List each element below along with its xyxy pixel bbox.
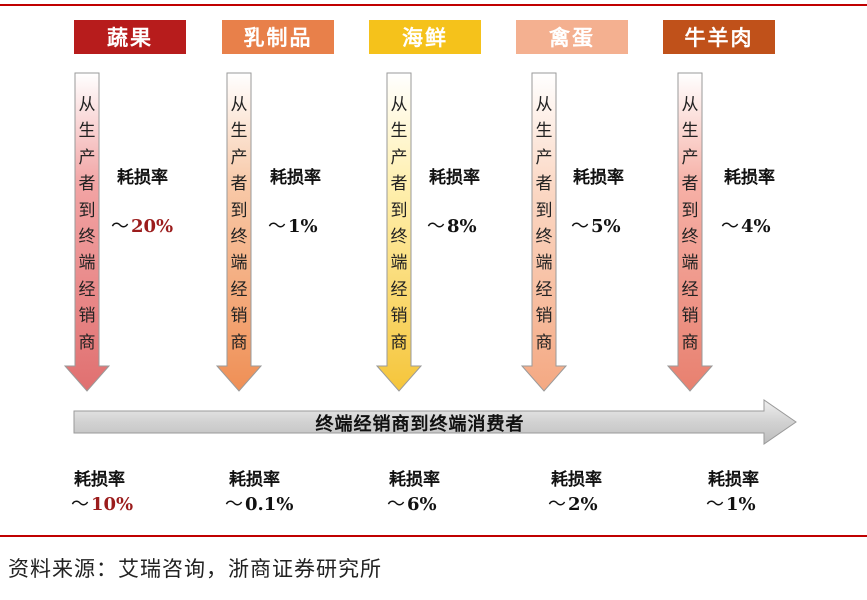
loss-rate-label: 耗损率 (74, 470, 125, 490)
loss-rate-retailer-value: ～ 5% (571, 216, 621, 237)
loss-rate-label: 耗损率 (389, 470, 440, 490)
loss-rate-consumer-value: ～ 2% (548, 494, 598, 515)
top-rule (0, 4, 867, 6)
loss-rate-label: 耗损率 (270, 168, 321, 188)
category-box-3: 禽蛋 (516, 20, 628, 54)
vertical-arrow-1 (216, 72, 262, 392)
loss-rate-retailer-value: ～ 20% (111, 216, 174, 237)
vertical-arrow-4 (667, 72, 713, 392)
loss-rate-retailer-value: ～ 8% (427, 216, 477, 237)
loss-rate-label: 耗损率 (708, 470, 759, 490)
category-box-2: 海鲜 (369, 20, 481, 54)
bottom-rule (0, 535, 867, 537)
loss-rate-label: 耗损率 (117, 168, 168, 188)
loss-rate-retailer-value: ～ 4% (721, 216, 771, 237)
loss-rate-consumer-value: ～ 10% (71, 494, 134, 515)
vertical-arrow-label: 从生产者到终端经销商 (535, 95, 553, 353)
loss-rate-label: 耗损率 (573, 168, 624, 188)
loss-rate-consumer-value: ～ 1% (706, 494, 756, 515)
loss-rate-consumer-value: ～ 0.1% (225, 494, 294, 515)
loss-rate-consumer-value: ～ 6% (387, 494, 437, 515)
horizontal-flow-arrow (73, 399, 797, 445)
loss-rate-label: 耗损率 (724, 168, 775, 188)
loss-rate-retailer-value: ～ 1% (268, 216, 318, 237)
loss-rate-label: 耗损率 (551, 470, 602, 490)
source-note: 资料来源：艾瑞咨询，浙商证券研究所 (8, 557, 382, 581)
category-box-1: 乳制品 (222, 20, 334, 54)
vertical-arrow-2 (376, 72, 422, 392)
category-box-4: 牛羊肉 (663, 20, 775, 54)
vertical-arrow-label: 从生产者到终端经销商 (681, 95, 699, 353)
vertical-arrow-label: 从生产者到终端经销商 (230, 95, 248, 353)
vertical-arrow-label: 从生产者到终端经销商 (390, 95, 408, 353)
vertical-arrow-label: 从生产者到终端经销商 (78, 95, 96, 353)
loss-rate-label: 耗损率 (229, 470, 280, 490)
vertical-arrow-3 (521, 72, 567, 392)
vertical-arrow-0 (64, 72, 110, 392)
loss-rate-label: 耗损率 (429, 168, 480, 188)
horizontal-arrow-label: 终端经销商到终端消费者 (315, 414, 525, 435)
category-box-0: 蔬果 (74, 20, 186, 54)
